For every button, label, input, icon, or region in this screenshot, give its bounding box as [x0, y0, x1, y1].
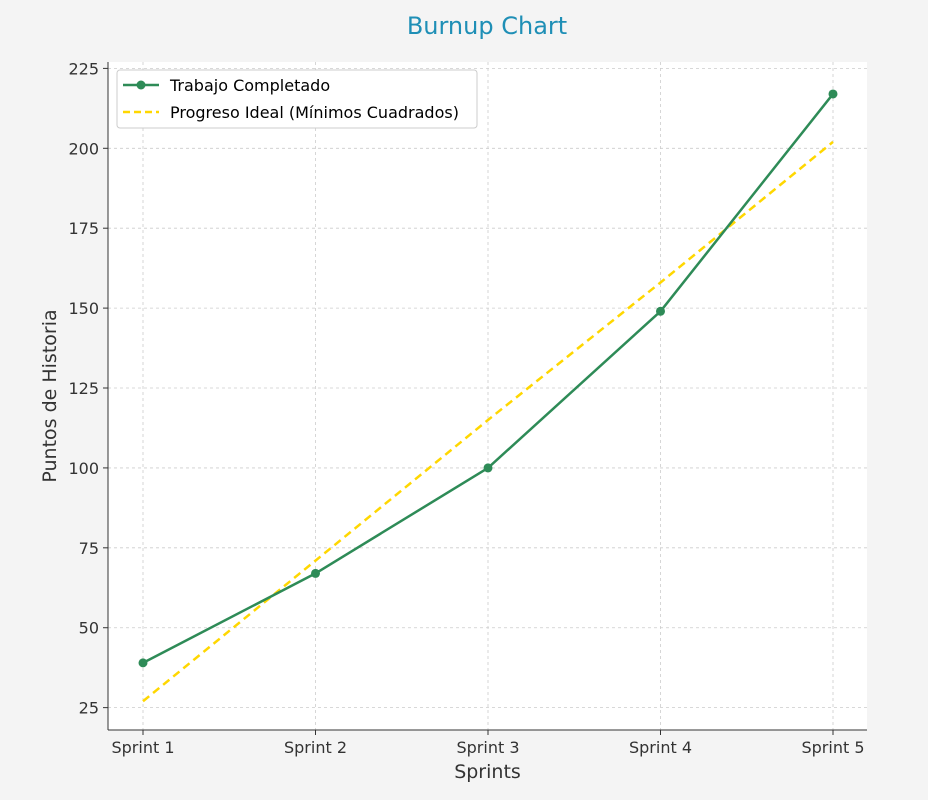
- y-tick-label: 225: [68, 59, 99, 78]
- y-axis-label: Puntos de Historia: [39, 309, 61, 482]
- x-tick-label: Sprint 4: [629, 738, 692, 757]
- y-ticks: 25 50 75 100 125 150 175 200 225: [68, 59, 108, 718]
- x-tick-label: Sprint 3: [456, 738, 519, 757]
- x-ticks: Sprint 1 Sprint 2 Sprint 3 Sprint 4 Sprint 5: [111, 730, 865, 757]
- data-point: [138, 658, 148, 668]
- y-tick-label: 75: [79, 539, 99, 558]
- y-tick-label: 150: [68, 299, 99, 318]
- legend: Trabajo Completado Progreso Ideal (Mínimo…: [116, 69, 478, 129]
- y-tick-label: 200: [68, 139, 99, 158]
- data-point: [828, 89, 838, 99]
- x-tick-label: Sprint 5: [801, 738, 864, 757]
- series-line-1: [142, 140, 834, 703]
- x-tick-label: Sprint 2: [284, 738, 347, 757]
- y-tick-label: 25: [79, 699, 99, 718]
- y-tick-label: 100: [68, 459, 99, 478]
- y-tick-label: 175: [68, 219, 99, 238]
- y-tick-label: 50: [79, 619, 99, 638]
- legend-label-1: Progreso Ideal (Mínimos Cuadrados): [170, 103, 459, 122]
- chart-title: Burnup Chart: [407, 12, 567, 40]
- data-point: [311, 568, 320, 578]
- data-point: [656, 306, 665, 316]
- plot-area: [108, 62, 867, 730]
- legend-box: [116, 69, 478, 129]
- x-axis-label: Sprints: [454, 761, 521, 783]
- y-tick-label: 125: [68, 379, 99, 398]
- x-tick-label: Sprint 1: [111, 738, 174, 757]
- legend-label-0: Trabajo Completado: [169, 76, 330, 95]
- series-layer: [138, 89, 838, 703]
- legend-marker-0: [136, 80, 146, 90]
- data-point: [483, 463, 493, 473]
